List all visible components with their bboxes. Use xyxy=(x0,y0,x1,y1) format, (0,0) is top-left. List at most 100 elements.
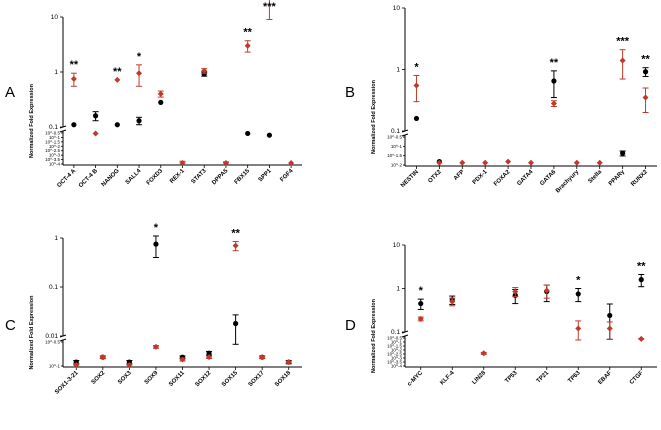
y-tick-label: 10^-2 xyxy=(391,348,403,353)
chart-panel-c: C Normalized Fold Expression 1 0.1 0.0110^-0… xyxy=(5,222,302,396)
y-tick-label: 0.01 xyxy=(45,333,58,340)
y-tick-label: 0.1 xyxy=(49,124,58,131)
x-tick-label: SOX15 xyxy=(221,370,239,388)
x-tick-label: NANOG xyxy=(101,168,121,188)
x-tick-label: SPP1 xyxy=(258,168,274,184)
significance-label: ** xyxy=(231,227,240,239)
x-tick-label: EBAF xyxy=(597,370,613,386)
data-point-black xyxy=(413,115,420,122)
significance-label: *** xyxy=(616,36,630,48)
chart-panel-a: A Normalized Fold Expression 10 1 0.110^-0.5… xyxy=(5,0,302,189)
x-tick-label: TP53 xyxy=(504,370,519,385)
data-point-red xyxy=(550,100,557,107)
data-point-red xyxy=(449,298,456,305)
chart-panel-d: D Normalized Fold Expression 10 1 0.110^-0.5… xyxy=(345,242,657,388)
panel-label: A xyxy=(5,84,15,101)
data-point-black xyxy=(206,350,212,356)
data-point-red xyxy=(573,159,580,166)
x-tick-label: FBX15 xyxy=(234,168,252,186)
axis-break-mark xyxy=(59,129,67,133)
y-tick-label: 10^-1 xyxy=(49,135,61,140)
data-point-black xyxy=(136,118,142,124)
y-tick-label: 1 xyxy=(396,286,400,293)
axis-break-mark xyxy=(401,334,409,338)
data-point-red xyxy=(285,359,292,366)
y-tick-label: 1 xyxy=(54,235,58,242)
y-tick-label: 10 xyxy=(393,5,401,12)
y-axis-label: Normalized Fold Expression xyxy=(371,79,377,154)
data-point-red xyxy=(126,362,133,368)
data-point-black xyxy=(266,132,273,138)
y-tick-label: 10^-2 xyxy=(391,163,403,168)
x-tick-label: OCT-4 B xyxy=(78,168,99,189)
data-point-red xyxy=(606,325,613,332)
significance-label: ** xyxy=(243,27,252,39)
x-tick-label: AFP xyxy=(453,169,466,182)
significance-label: * xyxy=(154,222,159,234)
y-tick-label: 10^-0.5 xyxy=(387,336,402,341)
y-tick-label: 10^-1 xyxy=(391,144,403,149)
data-point-red xyxy=(638,335,645,342)
data-point-red xyxy=(73,362,80,368)
significance-label: ** xyxy=(70,59,79,71)
y-tick-label: 1 xyxy=(396,67,400,74)
data-point-black xyxy=(620,150,626,156)
data-point-red xyxy=(244,42,251,49)
data-point-red xyxy=(114,76,121,83)
data-point-red xyxy=(179,356,186,363)
y-axis-label: Normalized Fold Expression xyxy=(371,298,377,373)
data-point-red xyxy=(543,287,550,294)
chart-panel-b: B Normalized Fold Expression 10 1 0.110^-0.5… xyxy=(345,5,657,194)
x-tick-label: SOX9 xyxy=(144,370,160,386)
y-tick-label: 10^-2 xyxy=(49,144,61,149)
data-point-red xyxy=(528,159,534,166)
significance-label: *** xyxy=(263,1,277,13)
data-point-red xyxy=(505,158,512,165)
y-tick-label: 10^-1.5 xyxy=(45,139,60,144)
y-tick-label: 10^-0.5 xyxy=(45,340,60,345)
x-tick-label: SOX12 xyxy=(195,370,213,388)
data-point-red xyxy=(596,159,603,166)
data-point-red xyxy=(70,75,77,82)
y-tick-label: 10^-4 xyxy=(391,364,403,369)
x-tick-label: SOX17 xyxy=(248,370,266,388)
y-tick-label: 10^-4 xyxy=(49,162,61,167)
data-point-red xyxy=(232,242,239,249)
y-tick-label: 10^-0.5 xyxy=(45,131,60,136)
x-tick-label: Stella xyxy=(588,169,604,185)
y-axis-label: Normalized Fold Expression xyxy=(29,295,35,370)
significance-label: * xyxy=(419,285,424,297)
data-point-black xyxy=(71,122,77,128)
x-tick-label: SALL4 xyxy=(125,168,143,186)
data-point-red xyxy=(459,159,466,166)
x-tick-label: FOXA2 xyxy=(493,169,512,188)
y-tick-label: 1 xyxy=(54,69,58,76)
data-point-black xyxy=(551,78,557,84)
data-point-black xyxy=(158,99,164,106)
data-point-red xyxy=(619,57,626,64)
data-point-red xyxy=(642,94,649,101)
y-tick-label: 10 xyxy=(51,14,59,21)
y-tick-label: 0.1 xyxy=(49,284,58,291)
x-tick-label: TP21 xyxy=(536,370,551,385)
data-point-red xyxy=(136,70,143,77)
axis-break-mark xyxy=(401,133,409,137)
x-tick-label: GATA6 xyxy=(539,169,557,187)
data-point-red xyxy=(222,160,229,166)
x-tick-label: CTGF xyxy=(629,370,645,386)
data-point-red xyxy=(99,354,106,361)
y-tick-label: 0.1 xyxy=(391,128,400,135)
data-point-red xyxy=(436,159,443,166)
significance-label: ** xyxy=(637,260,646,272)
data-point-red xyxy=(152,343,159,350)
x-tick-label: GATA4 xyxy=(516,169,534,187)
y-tick-label: 10^-2.5 xyxy=(387,352,402,357)
x-tick-label: OTX2 xyxy=(427,169,443,185)
y-tick-label: 10 xyxy=(393,242,401,249)
data-point-black xyxy=(418,300,424,307)
x-tick-label: SOX18 xyxy=(274,370,292,388)
data-point-black xyxy=(607,312,613,319)
y-tick-label: 10^-1 xyxy=(49,364,61,369)
y-tick-label: 10^-3 xyxy=(49,153,61,158)
